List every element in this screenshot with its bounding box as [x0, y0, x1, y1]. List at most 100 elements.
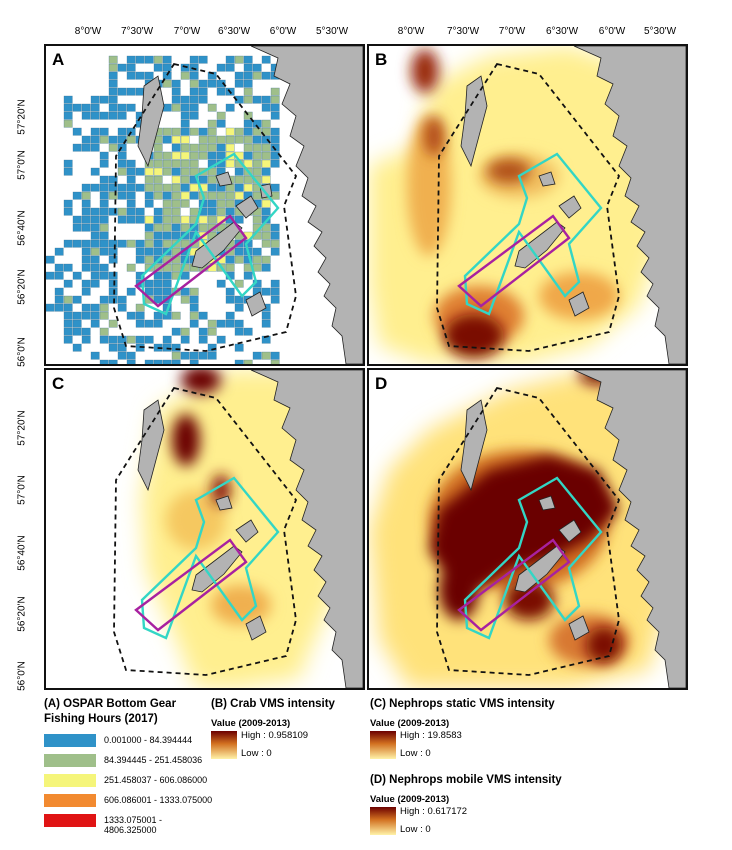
map-a-canvas — [46, 46, 363, 364]
fishing-grid-cell — [153, 55, 163, 64]
fishing-grid-cell — [234, 183, 244, 192]
fishing-grid-cell — [207, 127, 217, 136]
fishing-grid-cell — [153, 183, 163, 192]
fishing-grid-cell — [270, 87, 280, 96]
fishing-grid-cell — [225, 103, 235, 112]
legend-c: (C) Nephrops static VMS intensity Value … — [370, 697, 590, 777]
lon-tick: 7°0'W — [173, 26, 201, 37]
fishing-grid-cell — [252, 71, 262, 80]
fishing-grid-cell — [198, 87, 208, 96]
map-panel-c[interactable]: C — [44, 368, 365, 690]
legend-a-swatch — [44, 774, 96, 787]
legend-a-class-label: 0.001000 - 84.394444 — [104, 735, 193, 745]
fishing-grid-cell — [153, 239, 163, 248]
fishing-grid-cell — [171, 359, 181, 364]
fishing-grid-cell — [180, 103, 190, 112]
fishing-grid-cell — [90, 223, 100, 232]
fishing-grid-cell — [144, 335, 154, 344]
fishing-grid-cell — [162, 71, 172, 80]
fishing-grid-cell — [99, 239, 109, 248]
map-c-canvas — [46, 370, 363, 688]
fishing-grid-cell — [108, 255, 118, 264]
fishing-grid-cell — [126, 167, 136, 176]
fishing-grid-cell — [270, 151, 280, 160]
fishing-grid-cell — [234, 79, 244, 88]
lat-tick: 57°0'N — [16, 475, 28, 505]
fishing-grid-cell — [162, 103, 172, 112]
fishing-grid-cell — [261, 143, 271, 152]
fishing-grid-cell — [108, 79, 118, 88]
fishing-grid-cell — [216, 111, 226, 120]
fishing-grid-cell — [216, 143, 226, 152]
fishing-grid-cell — [180, 71, 190, 80]
fishing-grid-cell — [243, 327, 253, 336]
map-panel-b[interactable]: B — [367, 44, 688, 366]
map-b-canvas — [369, 46, 686, 364]
fishing-grid-cell — [261, 311, 271, 320]
fishing-grid-cell — [189, 87, 199, 96]
fishing-grid-cell — [81, 247, 91, 256]
fishing-grid-cell — [234, 95, 244, 104]
fishing-grid-cell — [171, 167, 181, 176]
fishing-grid-cell — [198, 135, 208, 144]
fishing-grid-cell — [99, 175, 109, 184]
fishing-grid-cell — [162, 279, 172, 288]
fishing-grid-cell — [90, 255, 100, 264]
fishing-grid-cell — [189, 71, 199, 80]
cyan-boundary — [140, 476, 280, 640]
fishing-grid-cell — [153, 191, 163, 200]
fishing-grid-cell — [252, 135, 262, 144]
fishing-grid-cell — [63, 279, 73, 288]
lon-tick: 5°30'W — [643, 26, 677, 37]
fishing-grid-cell — [234, 167, 244, 176]
fishing-grid-cell — [135, 239, 145, 248]
fishing-grid-cell — [162, 167, 172, 176]
fishing-grid-cell — [234, 247, 244, 256]
fishing-grid-cell — [189, 207, 199, 216]
fishing-grid-cell — [126, 55, 136, 64]
fishing-grid-cell — [189, 319, 199, 328]
fishing-grid-cell — [153, 279, 163, 288]
map-panel-a[interactable]: A — [44, 44, 365, 366]
legend-a-class-row: 251.458037 - 606.086000 — [44, 771, 214, 791]
fishing-grid-cell — [243, 143, 253, 152]
management-boundaries — [436, 386, 621, 676]
fishing-grid-cell — [90, 303, 100, 312]
fishing-grid-cell — [180, 327, 190, 336]
fishing-grid-cell — [216, 207, 226, 216]
fishing-grid-cell — [90, 351, 100, 360]
fishing-grid-cell — [243, 119, 253, 128]
fishing-grid-cell — [180, 351, 190, 360]
fishing-grid-cell — [171, 143, 181, 152]
fishing-grid-cell — [117, 303, 127, 312]
fishing-grid-cell — [126, 199, 136, 208]
fishing-grid-cell — [126, 71, 136, 80]
fishing-grid-cell — [99, 271, 109, 280]
fishing-grid-cell — [261, 103, 271, 112]
lat-tick: 56°20'N — [16, 596, 28, 632]
fishing-grid-cell — [252, 167, 262, 176]
fishing-grid-cell — [162, 191, 172, 200]
map-panel-d[interactable]: D — [367, 368, 688, 690]
fishing-grid-cell — [63, 159, 73, 168]
lon-tick: 7°30'W — [120, 26, 154, 37]
fishing-grid-cell — [117, 87, 127, 96]
fishing-grid-cell — [189, 167, 199, 176]
fishing-grid-cell — [261, 351, 271, 360]
fishing-grid-cell — [108, 287, 118, 296]
fishing-grid-cell — [171, 351, 181, 360]
fishing-grid-cell — [108, 183, 118, 192]
fishing-grid-cell — [243, 95, 253, 104]
fishing-grid-cell — [63, 199, 73, 208]
legend-d-color-ramp — [370, 807, 396, 835]
fishing-grid-cell — [81, 215, 91, 224]
fishing-grid-cell — [225, 319, 235, 328]
fishing-grid-cell — [72, 271, 82, 280]
fishing-grid-cell — [46, 255, 55, 264]
fishing-grid-cell — [198, 151, 208, 160]
fishing-grid-cell — [81, 279, 91, 288]
fishing-grid-cell — [144, 247, 154, 256]
fishing-grid-cell — [90, 279, 100, 288]
legend-a-swatch — [44, 734, 96, 747]
fishing-grid-cell — [162, 207, 172, 216]
